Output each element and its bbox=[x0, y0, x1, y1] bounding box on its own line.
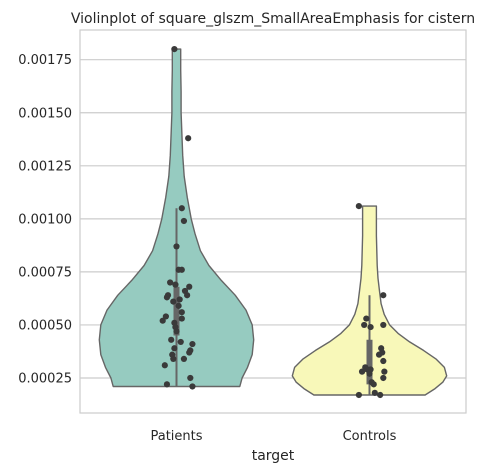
data-point bbox=[380, 292, 387, 299]
data-point bbox=[161, 362, 168, 369]
data-point bbox=[173, 328, 180, 335]
data-point bbox=[363, 315, 370, 322]
x-tick-label: Controls bbox=[343, 429, 397, 444]
y-tick-label: 0.00150 bbox=[18, 106, 72, 121]
y-tick-label: 0.00125 bbox=[18, 159, 72, 174]
data-point bbox=[178, 309, 185, 316]
data-point bbox=[380, 374, 387, 382]
data-point bbox=[171, 345, 178, 352]
data-point bbox=[171, 45, 178, 53]
data-point bbox=[371, 389, 378, 396]
data-point bbox=[176, 296, 183, 303]
data-point bbox=[159, 317, 166, 324]
data-point bbox=[180, 355, 188, 362]
data-point bbox=[187, 374, 194, 382]
data-point bbox=[355, 203, 362, 210]
data-point bbox=[178, 315, 185, 322]
y-tick-labels: 0.00025 0.00050 0.00075 0.00100 0.00125 0.001… bbox=[18, 53, 72, 386]
x-axis-label: target bbox=[252, 448, 295, 464]
data-point bbox=[172, 281, 179, 288]
data-point bbox=[167, 279, 174, 286]
data-point bbox=[163, 381, 171, 388]
data-point bbox=[367, 323, 374, 331]
box-inner bbox=[173, 208, 373, 395]
data-point bbox=[170, 355, 177, 362]
x-tick-labels: Patients Controls bbox=[150, 429, 396, 444]
strip-points bbox=[159, 45, 388, 399]
data-point bbox=[377, 391, 384, 399]
data-point bbox=[366, 370, 373, 377]
data-point bbox=[380, 321, 387, 329]
data-point bbox=[177, 338, 184, 346]
data-point bbox=[170, 298, 177, 305]
data-point bbox=[186, 349, 193, 356]
x-tick-label: Patients bbox=[150, 429, 202, 444]
data-point bbox=[184, 292, 191, 299]
data-point bbox=[178, 266, 185, 273]
y-tick-label: 0.00100 bbox=[18, 212, 72, 227]
data-point bbox=[178, 205, 185, 212]
data-point bbox=[180, 217, 188, 225]
data-point bbox=[189, 383, 196, 390]
data-point bbox=[163, 294, 171, 301]
y-tick-label: 0.00075 bbox=[18, 265, 72, 280]
chart-title: Violinplot of square_glszm_SmallAreaEmph… bbox=[71, 11, 475, 27]
data-point bbox=[173, 243, 180, 250]
data-point bbox=[361, 321, 368, 329]
data-point bbox=[189, 340, 196, 348]
data-point bbox=[358, 368, 366, 375]
data-point bbox=[162, 313, 169, 320]
data-point bbox=[168, 336, 175, 343]
y-tick-label: 0.00050 bbox=[18, 318, 72, 333]
data-point bbox=[186, 283, 193, 290]
data-point bbox=[355, 391, 362, 399]
y-tick-label: 0.00175 bbox=[18, 53, 72, 68]
data-point bbox=[381, 368, 388, 375]
data-point bbox=[375, 351, 383, 358]
data-point bbox=[175, 302, 182, 309]
y-tick-label: 0.00025 bbox=[18, 371, 72, 386]
plot-frame bbox=[79, 29, 467, 414]
data-point bbox=[370, 381, 377, 388]
data-point bbox=[185, 135, 192, 142]
data-point bbox=[380, 357, 387, 365]
